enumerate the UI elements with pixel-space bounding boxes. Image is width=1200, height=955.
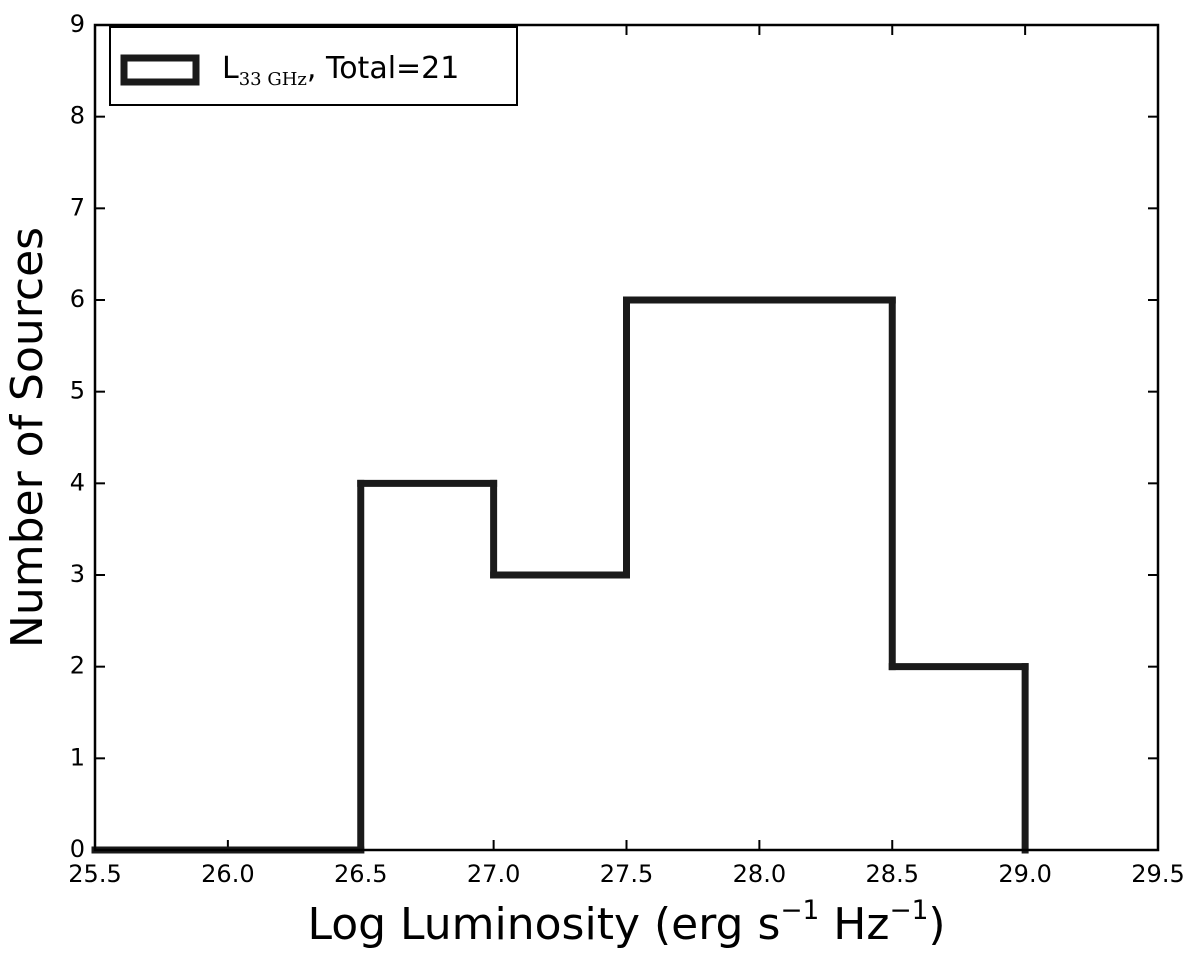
text-part: , Total=21 bbox=[307, 51, 459, 86]
y-tick-label: 3 bbox=[70, 560, 85, 588]
y-tick-label: 4 bbox=[70, 468, 85, 496]
x-tick-label: 28.0 bbox=[733, 860, 786, 888]
y-tick-label: 6 bbox=[70, 285, 85, 313]
y-tick-label: 2 bbox=[70, 652, 85, 680]
text-part: −1 bbox=[889, 895, 928, 926]
x-tick-label: 25.5 bbox=[68, 860, 121, 888]
x-tick-label: 29.5 bbox=[1131, 860, 1184, 888]
x-axis-label: Log Luminosity (erg s−1 Hz−1) bbox=[307, 895, 945, 950]
x-tick-label: 26.0 bbox=[201, 860, 254, 888]
x-tick-label: 27.5 bbox=[600, 860, 653, 888]
legend-box bbox=[109, 26, 518, 106]
y-tick-label: 5 bbox=[70, 377, 85, 405]
text-part: ) bbox=[928, 899, 945, 950]
x-tick-label: 26.5 bbox=[334, 860, 387, 888]
text-part: Log Luminosity (erg s bbox=[307, 899, 780, 950]
text-part: −1 bbox=[780, 895, 819, 926]
x-tick-label: 27.0 bbox=[467, 860, 520, 888]
y-tick-label: 1 bbox=[70, 743, 85, 771]
y-tick-label: 0 bbox=[70, 835, 85, 863]
x-tick-label: 29.0 bbox=[998, 860, 1051, 888]
text-part: 33 GHz bbox=[239, 69, 307, 90]
y-tick-label: 7 bbox=[70, 193, 85, 221]
y-tick-label: 9 bbox=[70, 10, 85, 38]
y-tick-label: 8 bbox=[70, 102, 85, 130]
text-part: L bbox=[222, 51, 239, 86]
x-tick-label: 28.5 bbox=[866, 860, 919, 888]
plot-frame bbox=[93, 23, 1160, 852]
legend-swatch bbox=[120, 54, 200, 86]
legend-label: L33 GHz, Total=21 bbox=[222, 51, 459, 90]
y-axis-label: Number of Sources bbox=[2, 227, 53, 648]
text-part: Hz bbox=[819, 899, 889, 950]
